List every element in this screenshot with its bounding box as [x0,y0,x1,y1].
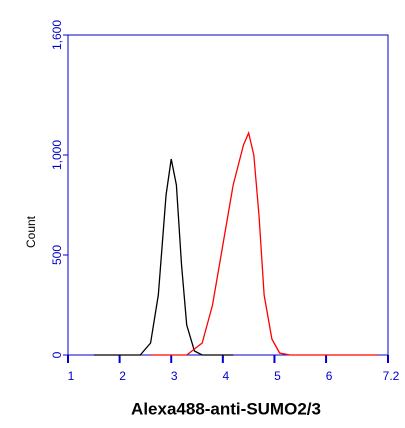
plot-frame [67,34,389,356]
y-tick-label: 0 [50,351,64,358]
y-tick-label: 500 [50,245,64,265]
histogram-line [93,158,234,356]
y-tick-label: 1,600 [50,20,64,50]
x-tick-label: 5 [274,369,281,383]
x-tick-label: 1 [68,369,75,383]
x-axis-label: Alexa488-anti-SUMO2/3 [131,399,321,418]
y-axis-label: Count [24,215,38,248]
y-tick-label: 1,000 [50,140,64,170]
x-tick-label: 6 [326,369,333,383]
x-tick-label: 3 [171,369,178,383]
x-tick-label: 7.2 [383,369,400,383]
x-tick-label: 4 [222,369,229,383]
x-tick-label: 2 [119,369,126,383]
histogram-line [150,130,378,356]
